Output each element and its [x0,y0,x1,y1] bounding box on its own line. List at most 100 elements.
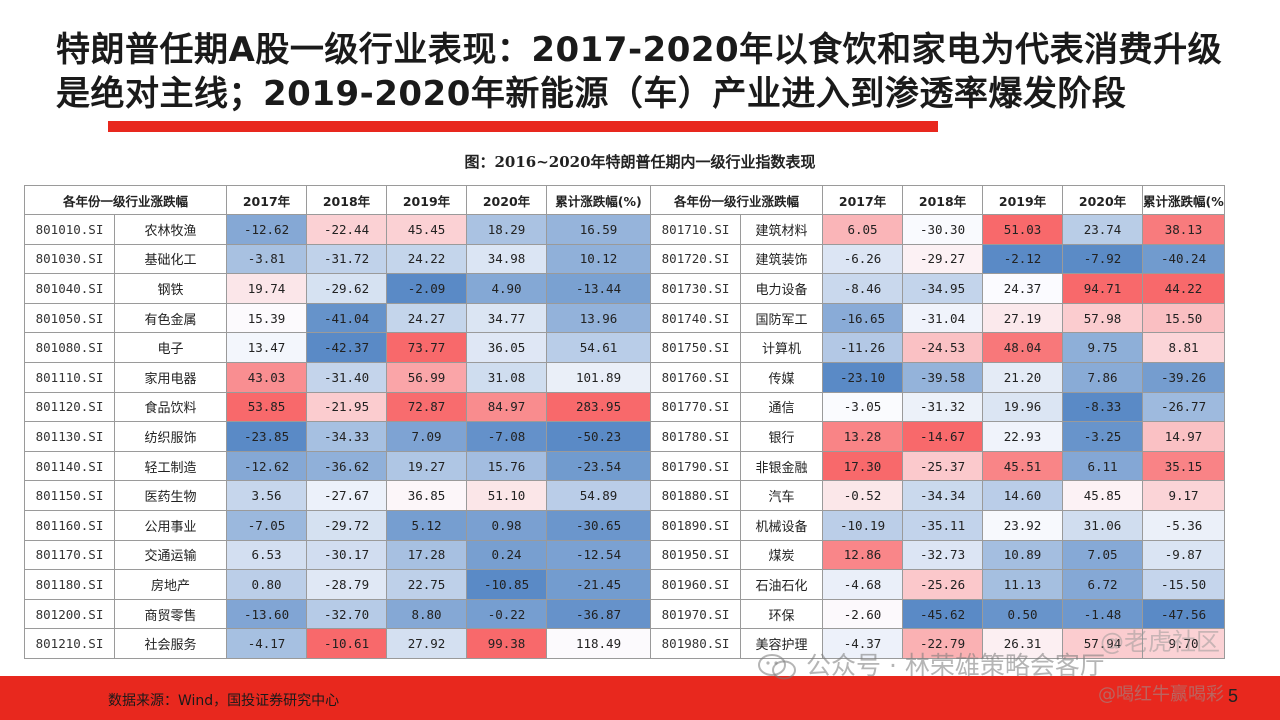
industry-code: 801970.SI [650,598,742,630]
cumulative-change-cell: -30.65 [546,509,652,541]
industry-name: 非银金融 [740,450,824,482]
table-row: 801130.SI 纺织服饰 -23.85 -34.33 7.09 -7.08 -50.23… [24,421,1226,452]
cumulative-change-cell: 54.61 [546,332,652,363]
header-cumulative-right: 累计涨跌幅(%) [1142,185,1226,215]
yearly-change-cell: -29.27 [902,243,984,275]
yearly-change-cell: -0.52 [822,480,904,511]
yearly-change-cell: -12.62 [226,214,308,245]
yearly-change-cell: -34.33 [306,421,388,452]
yearly-change-cell: -7.05 [226,509,308,541]
yearly-change-cell: -4.17 [226,628,308,659]
header-2017-left: 2017年 [226,185,308,215]
yearly-change-cell: -16.65 [822,302,904,334]
header-2017-right: 2017年 [822,185,904,215]
yearly-change-cell: 18.29 [466,214,548,245]
industry-code: 801760.SI [650,361,742,393]
industry-name: 商贸零售 [113,598,228,630]
industry-code: 801200.SI [24,598,115,630]
cumulative-change-cell: -21.45 [546,569,652,600]
yearly-change-cell: 22.75 [386,569,468,600]
yearly-change-cell: -0.22 [466,598,548,630]
yearly-change-cell: -29.62 [306,273,388,304]
yearly-change-cell: -14.67 [902,421,984,452]
industry-name: 电力设备 [740,273,824,304]
yearly-change-cell: -7.92 [1062,243,1144,275]
yearly-change-cell: 6.72 [1062,569,1144,600]
yearly-change-cell: 23.74 [1062,214,1144,245]
yearly-change-cell: 0.98 [466,509,548,541]
yearly-change-cell: 72.87 [386,391,468,423]
yearly-change-cell: -25.37 [902,450,984,482]
yearly-change-cell: -10.61 [306,628,388,659]
yearly-change-cell: -30.17 [306,539,388,571]
yearly-change-cell: -22.44 [306,214,388,245]
industry-name: 环保 [740,598,824,630]
table-row: 801120.SI 食品饮料 53.85 -21.95 72.87 84.97 283.95… [24,391,1226,423]
yearly-change-cell: 7.05 [1062,539,1144,571]
table-row: 801140.SI 轻工制造 -12.62 -36.62 19.27 15.76 -23.5… [24,450,1226,482]
yearly-change-cell: -45.62 [902,598,984,630]
yearly-change-cell: 24.37 [982,273,1064,304]
industry-code: 801160.SI [24,509,115,541]
header-industry-right: 各年份一级行业涨跌幅 [650,185,824,215]
yearly-change-cell: -12.62 [226,450,308,482]
industry-code: 801790.SI [650,450,742,482]
header-2020-right: 2020年 [1062,185,1144,215]
cumulative-change-cell: 14.97 [1142,421,1226,452]
cumulative-change-cell: -23.54 [546,450,652,482]
yearly-change-cell: 26.31 [982,628,1064,659]
yearly-change-cell: 19.96 [982,391,1064,423]
yearly-change-cell: 51.10 [466,480,548,511]
yearly-change-cell: 36.85 [386,480,468,511]
industry-code: 801180.SI [24,569,115,600]
industry-code: 801730.SI [650,273,742,304]
yearly-change-cell: -42.37 [306,332,388,363]
yearly-change-cell: -39.58 [902,361,984,393]
industry-code: 801950.SI [650,539,742,571]
industry-name: 纺织服饰 [113,421,228,452]
yearly-change-cell: -1.48 [1062,598,1144,630]
yearly-change-cell: 17.28 [386,539,468,571]
yearly-change-cell: -24.53 [902,332,984,363]
yearly-change-cell: 56.99 [386,361,468,393]
table-row: 801050.SI 有色金属 15.39 -41.04 24.27 34.77 13.96 8… [24,302,1226,334]
industry-code: 801960.SI [650,569,742,600]
cumulative-change-cell: -47.56 [1142,598,1226,630]
industry-name: 家用电器 [113,361,228,393]
header-2018-right: 2018年 [902,185,984,215]
yearly-change-cell: 48.04 [982,332,1064,363]
yearly-change-cell: 0.50 [982,598,1064,630]
yearly-change-cell: -8.46 [822,273,904,304]
yearly-change-cell: 45.85 [1062,480,1144,511]
industry-name: 医药生物 [113,480,228,511]
footer-bar [0,676,1280,720]
watermark-wechat-text: 公众号 · 林荣雄策略会客厅 [806,651,1105,680]
industry-code: 801880.SI [650,480,742,511]
yearly-change-cell: -10.85 [466,569,548,600]
yearly-change-cell: -3.81 [226,243,308,275]
yearly-change-cell: 73.77 [386,332,468,363]
yearly-change-cell: -4.68 [822,569,904,600]
cumulative-change-cell: -39.26 [1142,361,1226,393]
industry-code: 801030.SI [24,243,115,275]
cumulative-change-cell: 101.89 [546,361,652,393]
industry-code: 801050.SI [24,302,115,334]
yearly-change-cell: -4.37 [822,628,904,659]
watermark-community: @老虎社区 [1100,628,1220,656]
figure-caption: 图：2016~2020年特朗普任期内一级行业指数表现 [464,153,816,171]
industry-code: 801130.SI [24,421,115,452]
yearly-change-cell: -34.34 [902,480,984,511]
cumulative-change-cell: -9.87 [1142,539,1226,571]
cumulative-change-cell: -26.77 [1142,391,1226,423]
industry-code: 801890.SI [650,509,742,541]
yearly-change-cell: -3.05 [822,391,904,423]
cumulative-change-cell: 9.17 [1142,480,1226,511]
yearly-change-cell: 19.74 [226,273,308,304]
yearly-change-cell: -25.26 [902,569,984,600]
yearly-change-cell: 21.20 [982,361,1064,393]
yearly-change-cell: -32.70 [306,598,388,630]
industry-name: 钢铁 [113,273,228,304]
cumulative-change-cell: -36.87 [546,598,652,630]
yearly-change-cell: 24.22 [386,243,468,275]
data-source: 数据来源：Wind，国投证券研究中心 [108,693,340,709]
